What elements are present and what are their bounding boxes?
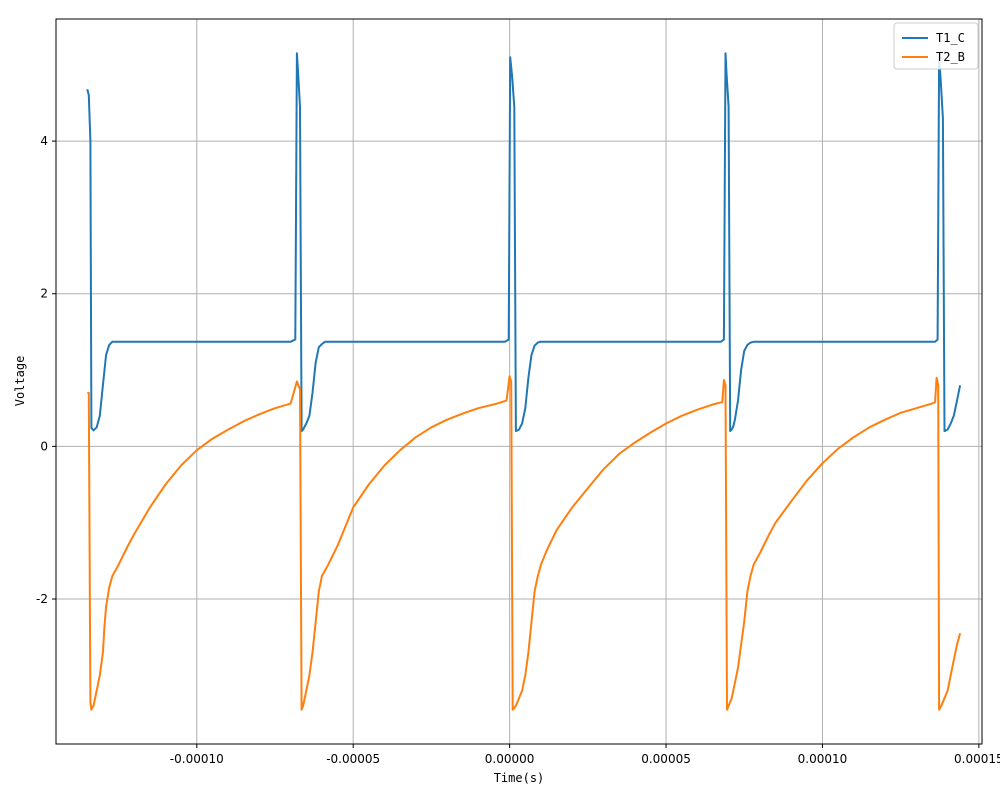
y-axis-label: Voltage xyxy=(13,356,27,407)
x-tick-label: -0.00010 xyxy=(170,752,224,766)
y-tick-label: 4 xyxy=(40,134,48,148)
y-tick-label: -2 xyxy=(36,592,48,606)
series-lines xyxy=(86,52,962,711)
x-tick-label: 0.00000 xyxy=(485,752,535,766)
x-axis-ticks: -0.00010 -0.00005 0.00000 0.00005 0.00010 0.0… xyxy=(170,744,1000,766)
legend: T1_C T2_B xyxy=(893,22,979,70)
series-line-t2-b xyxy=(87,375,962,711)
plot-background xyxy=(56,19,982,744)
plot-frame xyxy=(55,18,983,745)
x-tick-label: 0.00010 xyxy=(798,752,848,766)
y-tick-label: 0 xyxy=(40,439,48,453)
x-tick-label: -0.00005 xyxy=(326,752,380,766)
series-line-t1-c xyxy=(86,52,962,433)
x-tick-label: 0.00005 xyxy=(641,752,691,766)
y-tick-label: 2 xyxy=(40,287,48,301)
y-axis-ticks: -2 0 2 4 xyxy=(36,134,56,606)
legend-label: T1_C xyxy=(936,31,965,45)
x-tick-label: 0.00015 xyxy=(954,752,1000,766)
legend-label: T2_B xyxy=(936,50,965,64)
x-axis-label: Time(s) xyxy=(494,771,545,785)
